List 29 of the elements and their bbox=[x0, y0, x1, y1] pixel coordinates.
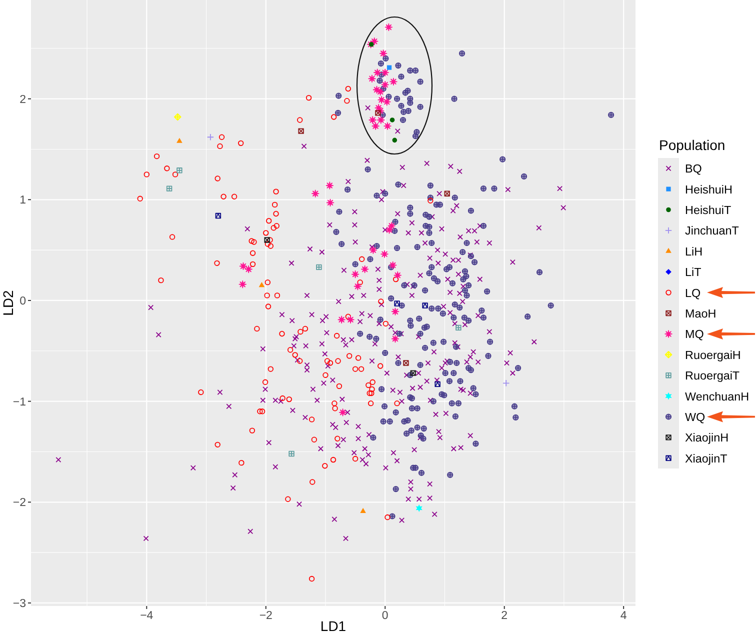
legend-label: MaoH bbox=[685, 307, 716, 320]
legend-label: JinchuanT bbox=[685, 224, 739, 238]
x-tick-label: −2 bbox=[259, 610, 272, 622]
legend-label: RuoergaiH bbox=[685, 348, 741, 362]
legend-label: WQ bbox=[685, 410, 706, 424]
x-tick-label: −4 bbox=[140, 610, 154, 622]
legend-title: Population bbox=[659, 137, 726, 153]
legend-label: WenchuanH bbox=[685, 390, 750, 404]
x-tick-label: 4 bbox=[620, 610, 628, 622]
y-tick-label: −3 bbox=[12, 598, 26, 610]
y-tick-label: 2 bbox=[20, 94, 26, 106]
x-tick-label: 0 bbox=[382, 610, 388, 622]
y-tick-label: −1 bbox=[12, 396, 26, 408]
y-tick-label: 0 bbox=[20, 295, 26, 308]
legend-label: MQ bbox=[685, 328, 704, 342]
legend-label: HeishuiT bbox=[685, 204, 732, 217]
x-axis-title: LD1 bbox=[320, 618, 346, 634]
legend-label: LiH bbox=[685, 245, 703, 258]
legend-label: BQ bbox=[685, 162, 702, 176]
legend-label: LQ bbox=[685, 286, 701, 300]
y-tick-label: 1 bbox=[20, 194, 26, 207]
legend-label: XiaojinH bbox=[685, 432, 729, 445]
legend-label: XiaojinT bbox=[685, 452, 728, 466]
y-axis-title: LD2 bbox=[0, 290, 16, 316]
legend-label: LiT bbox=[685, 266, 702, 280]
x-tick-label: 2 bbox=[501, 610, 508, 622]
legend-label: RuoergaiT bbox=[685, 370, 740, 383]
legend-label: HeishuiH bbox=[685, 183, 732, 196]
y-tick-label: −2 bbox=[12, 497, 26, 510]
